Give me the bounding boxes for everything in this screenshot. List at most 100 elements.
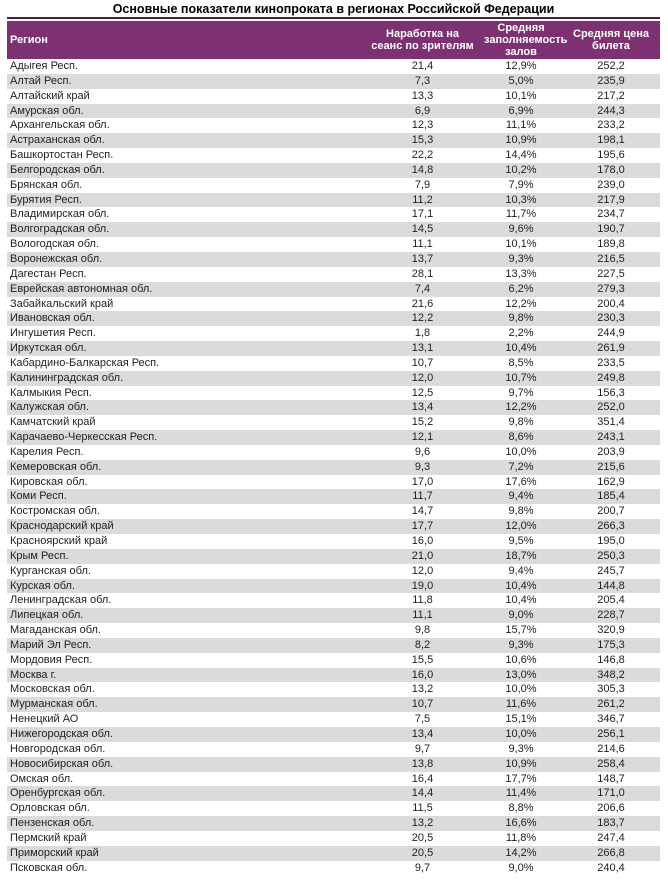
region-cell: Кабардино-Балкарская Респ. bbox=[10, 356, 160, 369]
ticket-price-cell: 217,9 bbox=[597, 193, 625, 206]
sessions-cell: 17,0 bbox=[411, 475, 434, 488]
region-cell: Алтайский край bbox=[10, 89, 90, 102]
table-row: Воронежская обл. 13,7 9,3% 216,5 bbox=[7, 251, 660, 267]
region-cell: Омская обл. bbox=[10, 772, 74, 785]
header-row: Регион Наработка на сеанс по зрителям Ср… bbox=[7, 21, 660, 59]
occupancy-cell: 10,7% bbox=[505, 371, 537, 384]
table-row: Ленинградская обл. 11,8 10,4% 205,4 bbox=[7, 593, 660, 608]
table-row: Курская обл. 19,0 10,4% 144,8 bbox=[7, 578, 660, 594]
ticket-price-cell: 247,4 bbox=[597, 831, 625, 844]
region-cell: Мордовия Респ. bbox=[10, 653, 93, 666]
table-row: Липецкая обл. 11,1 9,0% 228,7 bbox=[7, 608, 660, 624]
region-cell: Владимирская обл. bbox=[10, 208, 110, 221]
column-header-occupancy: Средняя заполняемость залов bbox=[480, 21, 567, 59]
sessions-cell: 10,7 bbox=[411, 698, 434, 711]
table-body: Адыгея Респ. 21,4 12,9% 252,2 Алтай Респ… bbox=[7, 59, 660, 875]
sessions-cell: 12,1 bbox=[411, 431, 434, 444]
occupancy-cell: 7,2% bbox=[508, 460, 534, 473]
table-row: Дагестан Респ. 28,1 13,3% 227,5 bbox=[7, 267, 660, 282]
table-row: Ненецкий АО 7,5 15,1% 346,7 bbox=[7, 712, 660, 727]
ticket-price-cell: 239,0 bbox=[597, 178, 625, 191]
table-row: Магаданская обл. 9,8 15,7% 320,9 bbox=[7, 623, 660, 638]
sessions-cell: 14,7 bbox=[411, 505, 434, 518]
table-row: Ингушетия Респ. 1,8 2,2% 244,9 bbox=[7, 326, 660, 341]
sessions-cell: 11,8 bbox=[412, 594, 433, 607]
table-row: Брянская обл. 7,9 7,9% 239,0 bbox=[7, 178, 660, 193]
occupancy-cell: 8,5% bbox=[508, 356, 534, 369]
sessions-cell: 21,6 bbox=[411, 297, 434, 310]
sessions-cell: 9,8 bbox=[414, 624, 431, 637]
ticket-price-cell: 216,5 bbox=[597, 252, 625, 265]
table-row: Новгородская обл. 9,7 9,3% 214,6 bbox=[7, 742, 660, 757]
occupancy-cell: 5,0% bbox=[508, 74, 534, 87]
sessions-cell: 11,1 bbox=[412, 238, 433, 251]
region-cell: Калининградская обл. bbox=[10, 371, 124, 384]
column-header-sessions: Наработка на сеанс по зрителям bbox=[365, 21, 480, 59]
sessions-cell: 12,5 bbox=[411, 386, 434, 399]
ticket-price-cell: 205,4 bbox=[597, 594, 625, 607]
sessions-cell: 15,3 bbox=[411, 134, 434, 147]
occupancy-cell: 9,3% bbox=[508, 252, 534, 265]
table-row: Еврейская автономная обл. 7,4 6,2% 279,3 bbox=[7, 281, 660, 297]
occupancy-cell: 12,0% bbox=[505, 520, 537, 533]
table-row: Кабардино-Балкарская Респ. 10,7 8,5% 233… bbox=[7, 356, 660, 371]
sessions-cell: 13,7 bbox=[411, 252, 434, 265]
occupancy-cell: 18,7% bbox=[505, 549, 537, 562]
sessions-cell: 13,2 bbox=[411, 683, 434, 696]
table-row: Мордовия Респ. 15,5 10,6% 146,8 bbox=[7, 653, 660, 668]
table-row: Курганская обл. 12,0 9,4% 245,7 bbox=[7, 564, 660, 579]
region-cell: Краснодарский край bbox=[10, 520, 114, 533]
sessions-cell: 11,7 bbox=[412, 490, 433, 503]
occupancy-cell: 12,2% bbox=[505, 401, 537, 414]
sessions-cell: 17,1 bbox=[411, 208, 434, 221]
region-cell: Алтай Респ. bbox=[10, 74, 72, 87]
sessions-cell: 17,7 bbox=[411, 520, 434, 533]
region-cell: Дагестан Респ. bbox=[10, 267, 87, 280]
ticket-price-cell: 156,3 bbox=[597, 386, 625, 399]
occupancy-cell: 8,6% bbox=[508, 431, 534, 444]
sessions-cell: 1,8 bbox=[414, 327, 431, 340]
region-cell: Калмыкия Респ. bbox=[10, 386, 92, 399]
ticket-price-cell: 200,4 bbox=[597, 297, 625, 310]
table-row: Омская обл. 16,4 17,7% 148,7 bbox=[7, 772, 660, 787]
ticket-price-cell: 351,4 bbox=[597, 416, 625, 429]
occupancy-cell: 9,0% bbox=[508, 861, 534, 874]
occupancy-cell: 10,0% bbox=[505, 445, 537, 458]
ticket-price-cell: 279,3 bbox=[597, 282, 625, 295]
occupancy-cell: 9,3% bbox=[508, 742, 534, 755]
report-title-block: Основные показатели кинопроката в регион… bbox=[7, 0, 660, 19]
ticket-price-cell: 245,7 bbox=[597, 564, 625, 577]
occupancy-cell: 10,2% bbox=[505, 163, 537, 176]
table-row: Карачаево-Черкесская Респ. 12,1 8,6% 243… bbox=[7, 430, 660, 445]
regions-table: Регион Наработка на сеанс по зрителям Ср… bbox=[7, 21, 660, 875]
ticket-price-cell: 227,5 bbox=[597, 267, 625, 280]
table-row: Амурская обл. 6,9 6,9% 244,3 bbox=[7, 103, 660, 119]
sessions-cell: 14,8 bbox=[411, 163, 434, 176]
ticket-price-cell: 144,8 bbox=[597, 579, 625, 592]
region-cell: Ивановская обл. bbox=[10, 312, 95, 325]
table-row: Архангельская обл. 12,3 11,1% 233,2 bbox=[7, 118, 660, 133]
region-cell: Волгоградская обл. bbox=[10, 223, 110, 236]
region-cell: Архангельская обл. bbox=[10, 119, 110, 132]
table-row: Кемеровская обл. 9,3 7,2% 215,6 bbox=[7, 459, 660, 475]
sessions-cell: 21,4 bbox=[411, 60, 434, 72]
occupancy-cell: 8,8% bbox=[508, 802, 534, 815]
occupancy-cell: 12,2% bbox=[505, 297, 537, 310]
table-row: Красноярский край 16,0 9,5% 195,0 bbox=[7, 534, 660, 549]
region-cell: Астраханская обл. bbox=[10, 134, 105, 147]
ticket-price-cell: 228,7 bbox=[597, 609, 625, 622]
sessions-cell: 7,9 bbox=[414, 178, 431, 191]
region-cell: Карелия Респ. bbox=[10, 445, 84, 458]
ticket-price-cell: 266,3 bbox=[597, 520, 625, 533]
sessions-cell: 10,7 bbox=[411, 356, 434, 369]
table-row: Адыгея Респ. 21,4 12,9% 252,2 bbox=[7, 59, 660, 74]
table-row: Владимирская обл. 17,1 11,7% 234,7 bbox=[7, 207, 660, 222]
region-cell: Псковская обл. bbox=[10, 861, 88, 874]
occupancy-cell: 9,0% bbox=[508, 609, 534, 622]
region-cell: Воронежская обл. bbox=[10, 252, 103, 265]
ticket-price-cell: 235,9 bbox=[597, 74, 625, 87]
sessions-cell: 12,0 bbox=[411, 564, 434, 577]
table-row: Псковская обл. 9,7 9,0% 240,4 bbox=[7, 861, 660, 876]
table-row: Пермский край 20,5 11,8% 247,4 bbox=[7, 831, 660, 846]
table-row: Костромская обл. 14,7 9,8% 200,7 bbox=[7, 504, 660, 519]
